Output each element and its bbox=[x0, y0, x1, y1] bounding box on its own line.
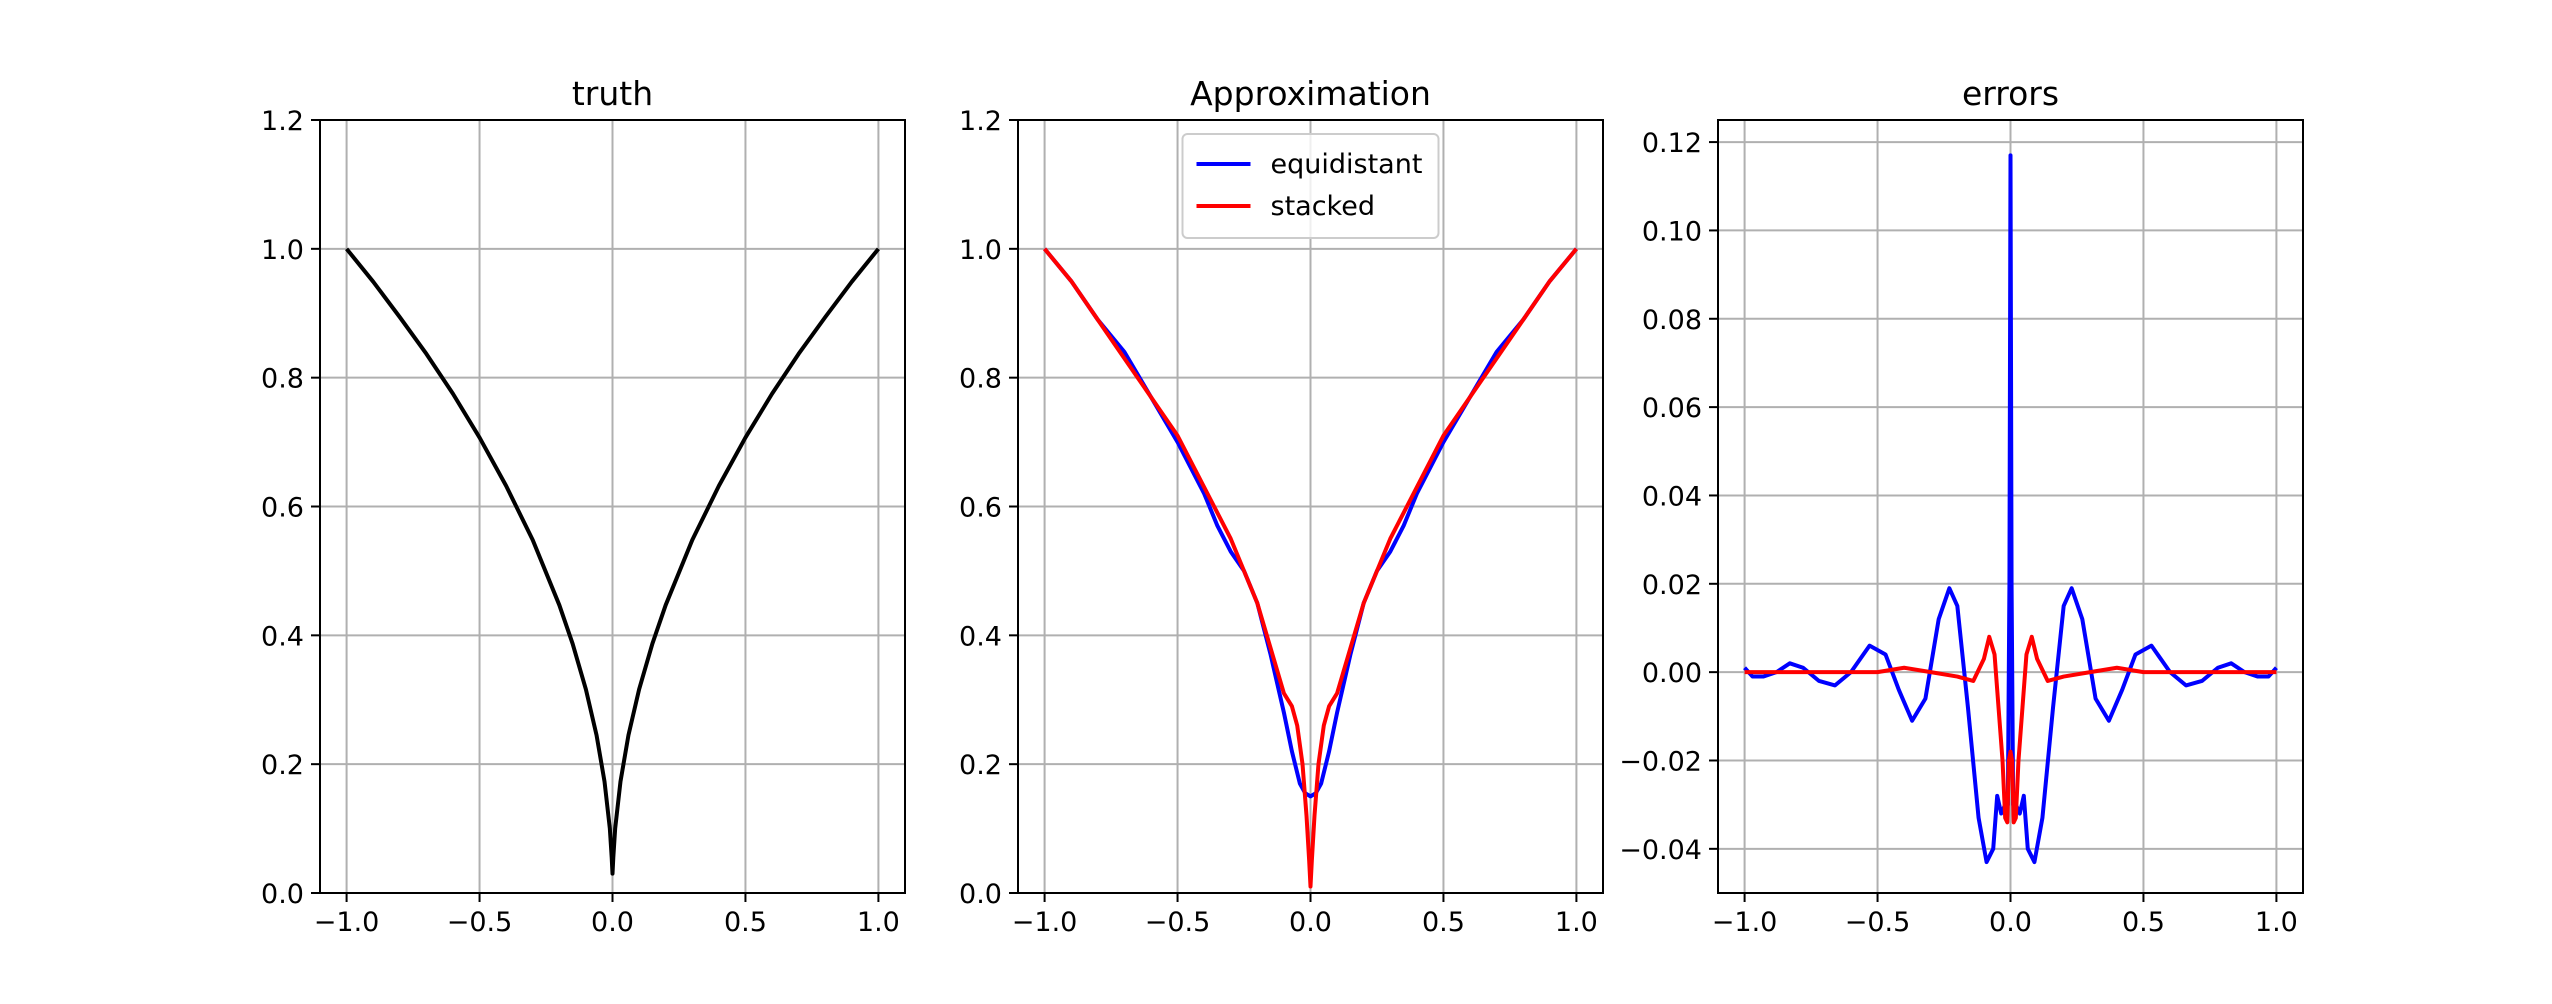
y-tick-label: 0.10 bbox=[1642, 216, 1702, 247]
y-tick-label: 0.2 bbox=[261, 750, 304, 781]
x-tick-label: −0.5 bbox=[1145, 907, 1211, 938]
series-line-equidistant bbox=[1743, 153, 2278, 865]
y-tick-label: 0.0 bbox=[261, 879, 304, 910]
y-tick-label: 0.8 bbox=[261, 364, 304, 395]
series-group bbox=[345, 247, 880, 876]
y-tick-label: 0.8 bbox=[959, 364, 1002, 395]
y-tick-label: 1.0 bbox=[261, 235, 304, 266]
y-tick-label: 1.2 bbox=[261, 106, 304, 137]
legend-label-stacked: stacked bbox=[1271, 191, 1375, 222]
chart-title: Approximation bbox=[1190, 74, 1431, 113]
subplot-3: −1.0 −0.5 0.0 0.5 1.0 −0.04 −0.02 0.00 0.02 0.04 0… bbox=[1619, 74, 2304, 938]
y-tick-label: 0.06 bbox=[1642, 393, 1702, 424]
y-tick-label: 0.04 bbox=[1642, 481, 1702, 512]
legend-box bbox=[1181, 133, 1440, 239]
chart-title: errors bbox=[1962, 74, 2059, 113]
x-tick-label: 0.5 bbox=[1422, 907, 1465, 938]
x-tick-label: 0.0 bbox=[1289, 907, 1332, 938]
y-tick-label: 1.2 bbox=[959, 106, 1002, 137]
x-tick-label: 1.0 bbox=[2255, 907, 2298, 938]
x-tick-label: −0.5 bbox=[1845, 907, 1911, 938]
x-tick-label: 0.5 bbox=[724, 907, 767, 938]
series-group bbox=[1743, 153, 2278, 865]
legend-label-equidistant: equidistant bbox=[1271, 149, 1423, 180]
y-tick-label: 0.0 bbox=[959, 879, 1002, 910]
series-line-curve bbox=[345, 247, 880, 876]
x-tick-label: −1.0 bbox=[1012, 907, 1078, 938]
y-tick-label: 0.4 bbox=[959, 621, 1002, 652]
x-tick-label: 0.0 bbox=[591, 907, 634, 938]
legend: equidistant stacked bbox=[1181, 133, 1440, 239]
y-tick-label: 0.6 bbox=[959, 493, 1002, 524]
chart-title: truth bbox=[572, 74, 653, 113]
x-tick-label: −0.5 bbox=[447, 907, 513, 938]
y-tick-label: 0.00 bbox=[1642, 658, 1702, 689]
y-tick-label: 0.6 bbox=[261, 493, 304, 524]
series-line-equidistant bbox=[1043, 247, 1578, 799]
y-tick-label: 0.02 bbox=[1642, 570, 1702, 601]
x-tick-label: 0.0 bbox=[1989, 907, 2032, 938]
series-line-stacked bbox=[1043, 247, 1578, 889]
x-tick-label: −1.0 bbox=[314, 907, 380, 938]
y-tick-label: −0.04 bbox=[1619, 835, 1702, 866]
y-tick-label: 0.08 bbox=[1642, 305, 1702, 336]
x-tick-label: 1.0 bbox=[857, 907, 900, 938]
x-tick-label: 0.5 bbox=[2122, 907, 2165, 938]
subplot-1: −1.0 −0.5 0.0 0.5 1.0 0.0 0.2 0.4 0.6 0.8 1.0 1.2 tr… bbox=[261, 74, 906, 938]
series-line-stacked bbox=[1744, 634, 2277, 825]
y-tick-label: 0.4 bbox=[261, 621, 304, 652]
y-tick-label: 0.12 bbox=[1642, 128, 1702, 159]
x-tick-label: −1.0 bbox=[1712, 907, 1778, 938]
x-tick-label: 1.0 bbox=[1555, 907, 1598, 938]
subplot-2: −1.0 −0.5 0.0 0.5 1.0 0.0 0.2 0.4 0.6 0.8 1.0 1.2 Ap… bbox=[959, 74, 1604, 938]
y-tick-label: 0.2 bbox=[959, 750, 1002, 781]
y-tick-label: 1.0 bbox=[959, 235, 1002, 266]
y-tick-label: −0.02 bbox=[1619, 746, 1702, 777]
series-group bbox=[1043, 247, 1578, 889]
